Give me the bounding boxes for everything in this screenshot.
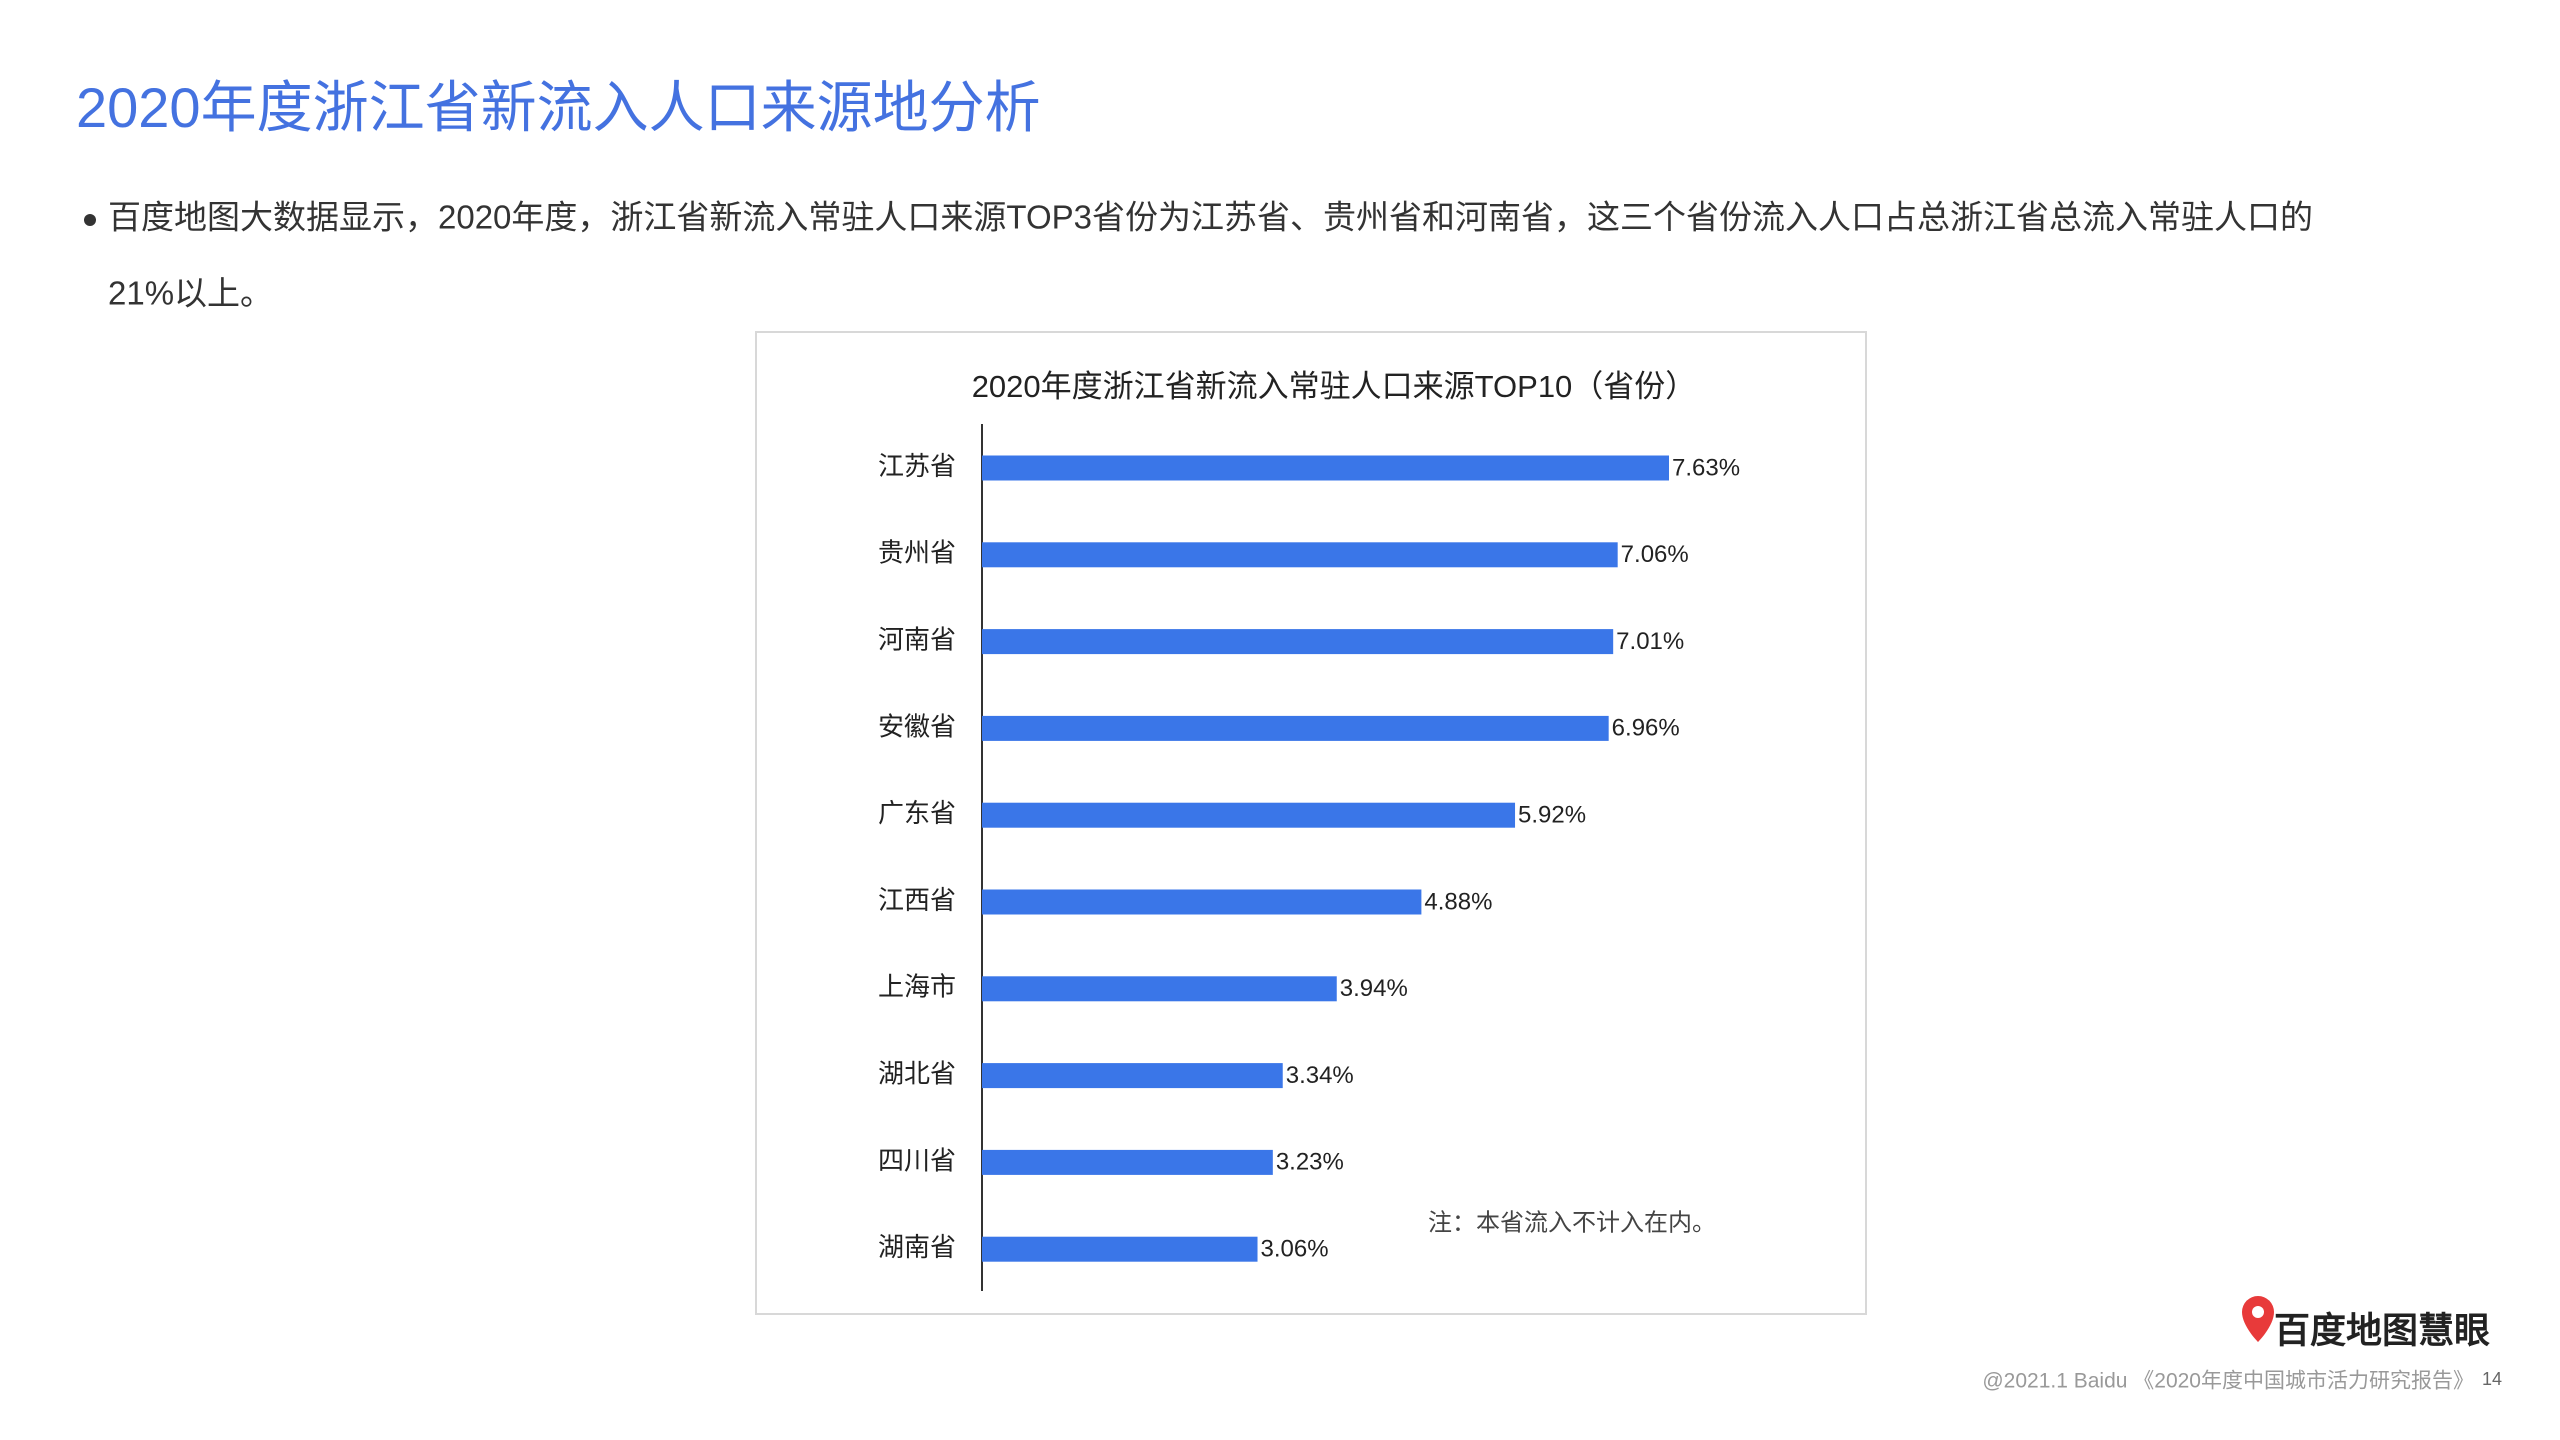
page-number: 14 <box>2482 1369 2502 1389</box>
value-label: 3.23% <box>1276 1149 1344 1176</box>
bar <box>982 629 1614 655</box>
y-tick-label: 江西省 <box>878 885 956 915</box>
chart-title: 2020年度浙江省新流入常驻人口来源TOP10（省份） <box>972 369 1697 404</box>
value-label: 3.34% <box>1286 1062 1354 1089</box>
bullet-text: 百度地图大数据显示，2020年度，浙江省新流入常驻人口来源TOP3省份为江苏省、… <box>108 199 2313 236</box>
value-label: 7.01% <box>1616 628 1684 655</box>
value-label: 6.96% <box>1612 715 1680 742</box>
y-tick-label: 江苏省 <box>878 451 956 481</box>
y-tick-label: 湖南省 <box>878 1232 956 1262</box>
bullet-dot <box>84 214 96 226</box>
bar <box>982 715 1609 741</box>
value-label: 3.94% <box>1340 975 1408 1002</box>
logo-text: 百度地图慧眼 <box>2274 1310 2490 1351</box>
bar <box>982 1149 1273 1175</box>
y-tick-label: 四川省 <box>878 1145 956 1175</box>
bar <box>982 455 1669 481</box>
value-label: 5.92% <box>1518 802 1586 829</box>
chart-note: 注：本省流入不计入在内。 <box>1428 1209 1716 1236</box>
value-label: 7.63% <box>1672 454 1740 481</box>
bar <box>982 802 1516 828</box>
y-tick-label: 广东省 <box>878 798 956 828</box>
value-label: 3.06% <box>1261 1236 1329 1263</box>
logo <box>2242 1296 2274 1342</box>
logo-icon <box>2242 1296 2274 1342</box>
y-tick-label: 河南省 <box>878 624 956 654</box>
value-label: 7.06% <box>1621 541 1689 568</box>
logo-icon-dot <box>2252 1306 2264 1318</box>
page-title: 2020年度浙江省新流入人口来源地分析 <box>76 76 1041 139</box>
bar <box>982 1063 1283 1089</box>
bullet-text: 21%以上。 <box>108 275 273 312</box>
bar <box>982 1236 1258 1262</box>
value-label: 4.88% <box>1424 888 1492 915</box>
bar <box>982 889 1422 915</box>
y-tick-label: 安徽省 <box>878 711 956 741</box>
footer-source: @2021.1 Baidu 《2020年度中国城市活力研究报告》 <box>1982 1370 2474 1393</box>
bar <box>982 542 1618 568</box>
y-tick-label: 上海市 <box>878 972 956 1002</box>
y-tick-label: 湖北省 <box>878 1058 956 1088</box>
y-tick-label: 贵州省 <box>878 538 956 568</box>
bar <box>982 976 1337 1002</box>
